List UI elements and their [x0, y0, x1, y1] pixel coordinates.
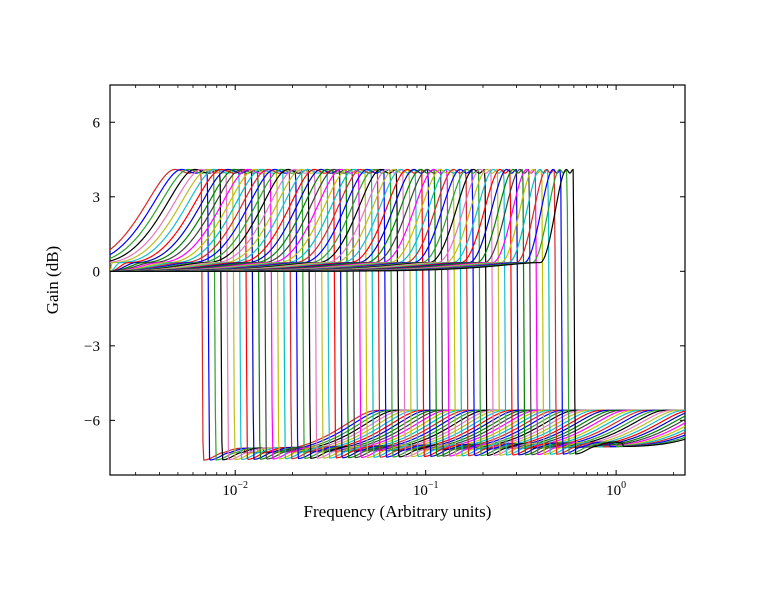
y-tick-label: 0 — [93, 264, 101, 280]
x-axis-label: Frequency (Arbitrary units) — [304, 502, 492, 521]
y-axis-label: Gain (dB) — [43, 246, 62, 314]
gain-frequency-chart: −6 −3 0 3 6 10−2 10−1 100 Frequency (Arbitrary u… — [0, 0, 760, 600]
y-tick-label: −6 — [84, 413, 100, 429]
y-tick-label: 6 — [93, 115, 101, 131]
curves-group — [110, 169, 685, 460]
y-tick-label: −3 — [84, 339, 100, 355]
x-tick-label: 10−2 — [222, 480, 248, 499]
x-tick-label: 100 — [606, 480, 626, 499]
y-tick-label: 3 — [93, 190, 101, 206]
x-tick-label: 10−1 — [413, 480, 439, 499]
